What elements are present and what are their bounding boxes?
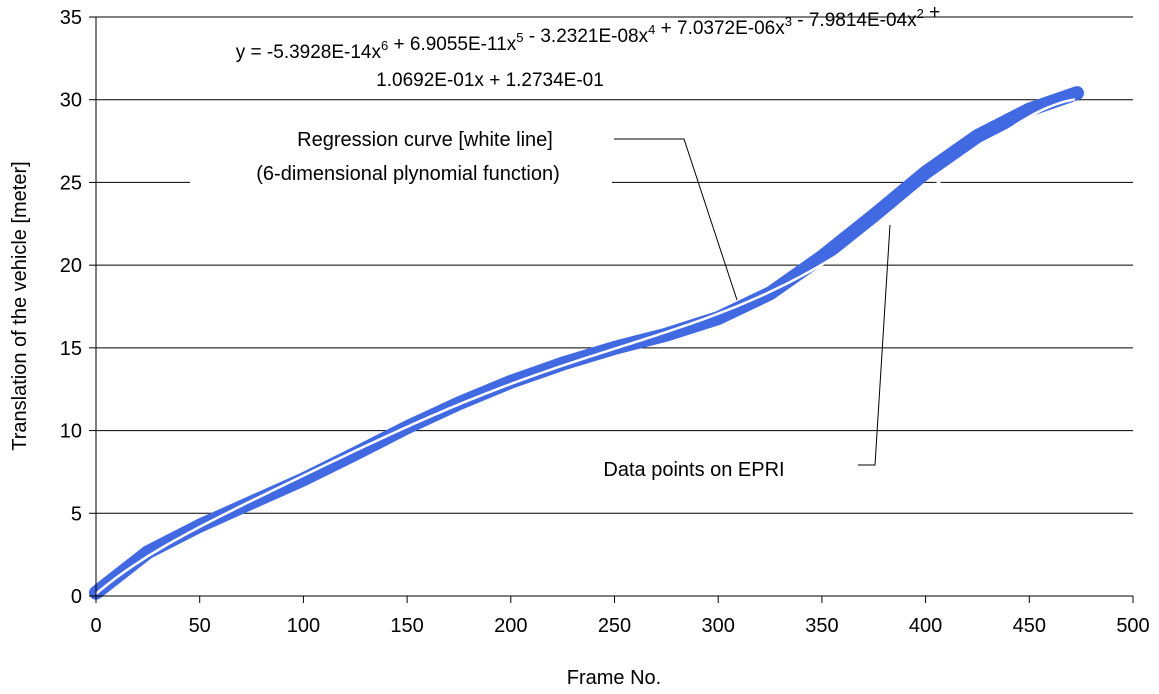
points-label-leader: [858, 224, 891, 466]
regression-curve: [95, 98, 1076, 595]
y-tick-label-0: 0: [71, 586, 82, 608]
x-tick-label-250: 250: [598, 615, 631, 637]
y-tick-label-20: 20: [60, 255, 82, 277]
y-tick-label-25: 25: [60, 172, 82, 194]
y-tick-label-15: 15: [60, 338, 82, 360]
y-tick-label-5: 5: [71, 503, 82, 525]
y-tick-label-30: 30: [60, 90, 82, 112]
grid-lines: [96, 16, 1133, 514]
x-tick-label-350: 350: [805, 615, 838, 637]
data-point-17: [971, 130, 984, 143]
x-tick-labels: 0 50 100 150 200 250 300 350 400 450 500: [90, 615, 1149, 637]
axes: [89, 16, 1134, 603]
x-tick-label-150: 150: [390, 615, 423, 637]
y-tick-label-10: 10: [60, 421, 82, 443]
regression-label-line-2: (6-dimensional plynomial function): [256, 163, 559, 185]
data-point-18: [1023, 103, 1036, 116]
y-axis-label: Translation of the vehicle [meter]: [9, 161, 31, 450]
equation-line-1: y = -5.3928E-14x6 + 6.9055E-11x5 - 3.232…: [236, 2, 940, 63]
x-tick-label-0: 0: [90, 615, 101, 637]
y-tick-labels: 0 5 10 15 20 25 30 35: [60, 7, 82, 608]
regression-label-leader: [614, 138, 738, 301]
data-point-15: [867, 209, 880, 222]
x-tick-label-500: 500: [1116, 615, 1149, 637]
data-point-14: [815, 250, 828, 263]
regression-label-background: [190, 118, 612, 190]
x-tick-label-100: 100: [287, 615, 320, 637]
x-tick-label-50: 50: [189, 615, 211, 637]
data-point-19: [1071, 87, 1084, 100]
x-axis-label: Frame No.: [567, 667, 661, 689]
y-tick-label-35: 35: [60, 7, 82, 29]
x-tick-label-200: 200: [494, 615, 527, 637]
x-tick-label-300: 300: [702, 615, 735, 637]
points-label-background: [565, 450, 820, 486]
equation-line-2: 1.0692E-01x + 1.2734E-01: [376, 70, 604, 91]
x-tick-label-400: 400: [909, 615, 942, 637]
regression-label-line-1: Regression curve [white line]: [297, 129, 553, 151]
x-tick-label-450: 450: [1013, 615, 1046, 637]
data-point-16: [919, 166, 932, 179]
points-label: Data points on EPRI: [603, 459, 784, 481]
